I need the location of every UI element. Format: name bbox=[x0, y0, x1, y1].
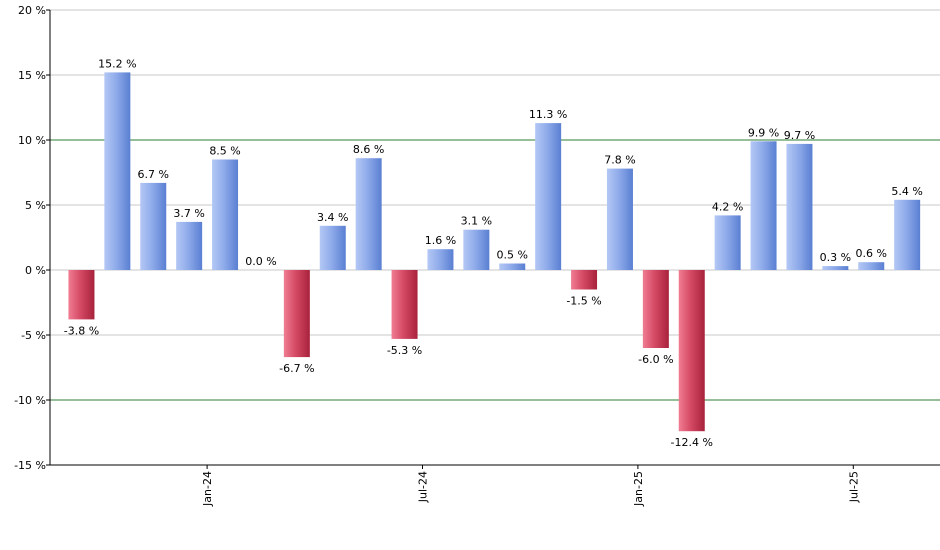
y-tick-label: 20 % bbox=[18, 4, 46, 17]
bar-value-label: 0.6 % bbox=[856, 247, 887, 260]
y-tick-label: 0 % bbox=[25, 264, 46, 277]
x-tick-label: Jul-24 bbox=[417, 471, 430, 503]
bar bbox=[463, 229, 490, 270]
y-tick-label: 10 % bbox=[18, 134, 46, 147]
bar bbox=[499, 263, 526, 270]
bar bbox=[678, 270, 705, 432]
bar-value-label: 15.2 % bbox=[98, 57, 136, 70]
bar bbox=[427, 249, 454, 270]
bar-value-label: 5.4 % bbox=[891, 185, 922, 198]
bar bbox=[68, 270, 95, 320]
bar bbox=[606, 168, 633, 270]
bars bbox=[68, 72, 921, 432]
bar-value-label: -1.5 % bbox=[566, 295, 601, 308]
bar bbox=[642, 270, 669, 348]
bar-value-label: 8.5 % bbox=[209, 145, 240, 158]
bar-value-label: 3.4 % bbox=[317, 211, 348, 224]
bar bbox=[535, 123, 562, 270]
bar-value-label: 11.3 % bbox=[529, 108, 567, 121]
bar-value-label: 0.5 % bbox=[497, 249, 528, 262]
bar bbox=[355, 158, 382, 270]
bar bbox=[104, 72, 131, 271]
bar bbox=[822, 266, 849, 270]
bar-value-label: 0.0 % bbox=[245, 255, 276, 268]
bar bbox=[714, 215, 741, 270]
bar bbox=[894, 199, 921, 270]
y-tick-label: -10 % bbox=[14, 394, 46, 407]
bar-value-label: -5.3 % bbox=[387, 344, 422, 357]
bar-value-label: 3.7 % bbox=[173, 207, 204, 220]
y-tick-label: -5 % bbox=[21, 329, 46, 342]
y-tick-label: 15 % bbox=[18, 69, 46, 82]
bar bbox=[391, 270, 418, 339]
bar bbox=[140, 182, 167, 270]
x-tick-label: Jan-25 bbox=[632, 471, 645, 507]
bar bbox=[858, 262, 885, 270]
bar-value-label: -12.4 % bbox=[671, 436, 713, 449]
bar bbox=[319, 225, 346, 270]
axes: 20 % 15 % 10 % 5 % 0 % -5 % -10 % -15 % Jan-24 Ju… bbox=[14, 4, 940, 507]
bar-value-label: 7.8 % bbox=[604, 154, 635, 167]
bar-value-label: -3.8 % bbox=[64, 324, 99, 337]
bar-value-label: 8.6 % bbox=[353, 143, 384, 156]
bar-value-label: 6.7 % bbox=[138, 168, 169, 181]
bar bbox=[571, 270, 598, 290]
bar-value-label: 1.6 % bbox=[425, 234, 456, 247]
bar bbox=[750, 141, 777, 270]
bar-value-label: 4.2 % bbox=[712, 200, 743, 213]
x-tick-label: Jan-24 bbox=[201, 471, 214, 507]
data-labels: -3.8 % 15.2 % 6.7 % 3.7 % 8.5 % 0.0 % -6.7 % 3.… bbox=[64, 57, 923, 449]
y-tick-label: 5 % bbox=[25, 199, 46, 212]
bar bbox=[212, 159, 239, 270]
x-tick-label: Jul-25 bbox=[847, 471, 860, 503]
bar-value-label: -6.0 % bbox=[638, 353, 673, 366]
bar bbox=[176, 221, 203, 270]
bar-value-label: -6.7 % bbox=[279, 362, 314, 375]
bar bbox=[283, 270, 310, 358]
bar-value-label: 9.9 % bbox=[748, 126, 779, 139]
bar-value-label: 9.7 % bbox=[784, 129, 815, 142]
bar-value-label: 3.1 % bbox=[461, 215, 492, 228]
bar-value-label: 0.3 % bbox=[820, 251, 851, 264]
bar bbox=[786, 143, 813, 270]
y-tick-label: -15 % bbox=[14, 459, 46, 472]
